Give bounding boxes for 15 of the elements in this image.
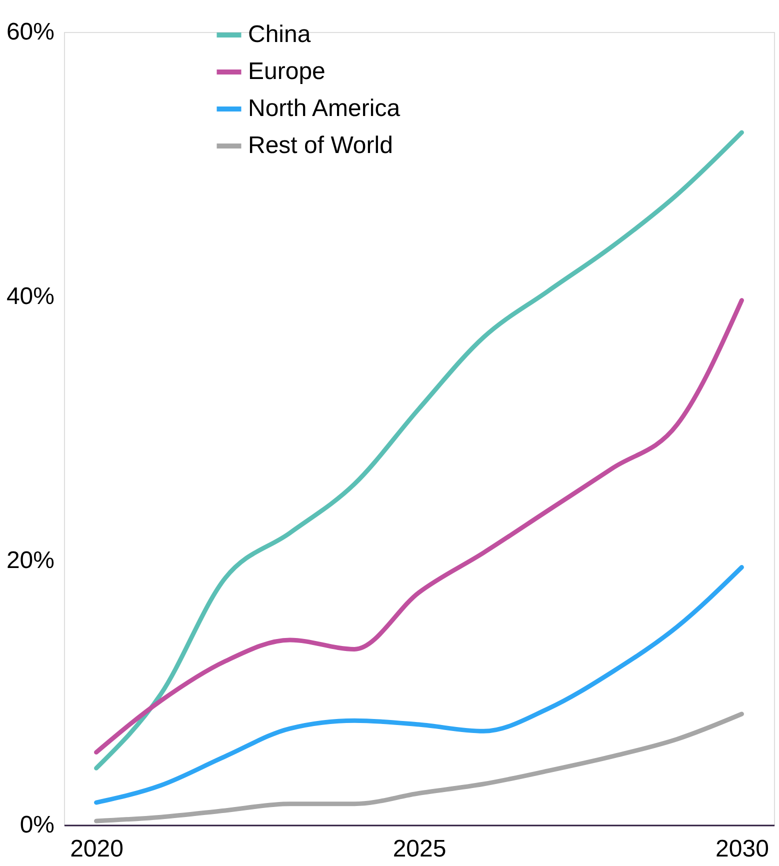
x-tick-label: 2025 [392,836,446,862]
x-tick-label: 2030 [716,836,769,862]
legend-label: Rest of World [248,132,393,159]
legend-label: China [248,21,312,48]
y-tick-label: 0% [20,812,54,838]
line-series [94,130,744,770]
line-series [94,565,744,805]
y-tick-label: 20% [6,547,54,574]
legend-label: North America [248,95,401,122]
x-tick-label: 2020 [70,836,124,862]
y-tick-label: 40% [6,282,54,310]
line-series [94,298,744,755]
legend-label: Europe [248,58,326,85]
y-tick-label: 60% [6,18,54,46]
line-series [94,712,744,824]
